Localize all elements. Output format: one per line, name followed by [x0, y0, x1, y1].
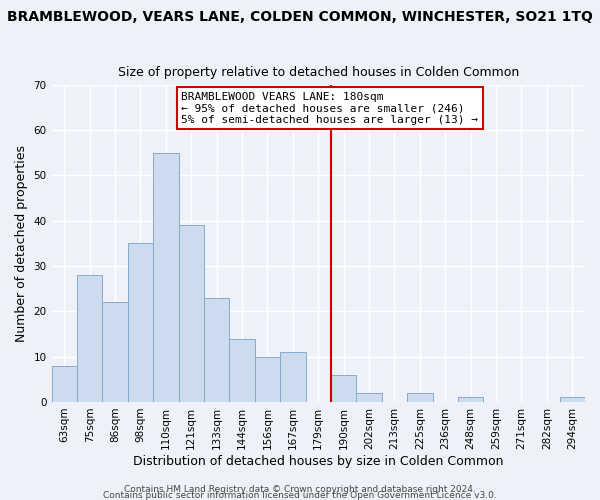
- Bar: [179, 226, 204, 402]
- X-axis label: Distribution of detached houses by size in Colden Common: Distribution of detached houses by size …: [133, 454, 503, 468]
- Text: BRAMBLEWOOD, VEARS LANE, COLDEN COMMON, WINCHESTER, SO21 1TQ: BRAMBLEWOOD, VEARS LANE, COLDEN COMMON, …: [7, 10, 593, 24]
- Bar: [128, 244, 153, 402]
- Bar: [77, 275, 103, 402]
- Bar: [52, 366, 77, 402]
- Title: Size of property relative to detached houses in Colden Common: Size of property relative to detached ho…: [118, 66, 519, 80]
- Bar: [204, 298, 229, 402]
- Bar: [356, 393, 382, 402]
- Text: Contains public sector information licensed under the Open Government Licence v3: Contains public sector information licen…: [103, 491, 497, 500]
- Bar: [458, 398, 484, 402]
- Text: BRAMBLEWOOD VEARS LANE: 180sqm
← 95% of detached houses are smaller (246)
5% of : BRAMBLEWOOD VEARS LANE: 180sqm ← 95% of …: [181, 92, 478, 125]
- Bar: [560, 398, 585, 402]
- Bar: [280, 352, 305, 402]
- Bar: [255, 356, 280, 402]
- Bar: [103, 302, 128, 402]
- Bar: [407, 393, 433, 402]
- Bar: [153, 153, 179, 402]
- Bar: [229, 338, 255, 402]
- Text: Contains HM Land Registry data © Crown copyright and database right 2024.: Contains HM Land Registry data © Crown c…: [124, 485, 476, 494]
- Y-axis label: Number of detached properties: Number of detached properties: [15, 145, 28, 342]
- Bar: [331, 375, 356, 402]
